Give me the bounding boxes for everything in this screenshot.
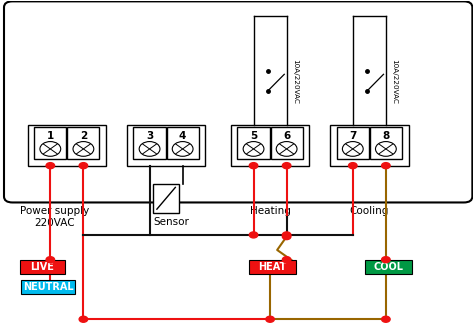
- FancyBboxPatch shape: [67, 127, 100, 159]
- Text: HEAT: HEAT: [258, 262, 287, 272]
- FancyBboxPatch shape: [4, 1, 473, 203]
- Circle shape: [283, 234, 291, 240]
- Circle shape: [382, 257, 390, 263]
- Text: Sensor: Sensor: [153, 216, 189, 226]
- Text: Power supply
220VAC: Power supply 220VAC: [20, 207, 90, 228]
- FancyBboxPatch shape: [365, 260, 412, 274]
- FancyBboxPatch shape: [330, 125, 409, 166]
- Text: 1: 1: [47, 131, 54, 141]
- Circle shape: [46, 257, 55, 263]
- FancyBboxPatch shape: [166, 127, 199, 159]
- Circle shape: [249, 163, 258, 169]
- Circle shape: [276, 141, 297, 156]
- FancyBboxPatch shape: [271, 127, 303, 159]
- Circle shape: [46, 163, 55, 169]
- Circle shape: [375, 141, 396, 156]
- Text: 10A/220VAC: 10A/220VAC: [292, 58, 298, 103]
- Text: Heating: Heating: [250, 207, 291, 216]
- Circle shape: [342, 141, 363, 156]
- Circle shape: [79, 163, 88, 169]
- Text: 10A/220VAC: 10A/220VAC: [392, 58, 398, 103]
- FancyBboxPatch shape: [231, 125, 310, 166]
- FancyBboxPatch shape: [237, 127, 270, 159]
- Text: 8: 8: [382, 131, 390, 141]
- FancyBboxPatch shape: [21, 280, 75, 294]
- Circle shape: [73, 141, 94, 156]
- Text: 3: 3: [146, 131, 153, 141]
- Circle shape: [283, 257, 291, 263]
- Circle shape: [283, 232, 291, 238]
- FancyBboxPatch shape: [153, 184, 179, 212]
- Circle shape: [266, 316, 274, 322]
- FancyBboxPatch shape: [370, 127, 402, 159]
- Circle shape: [382, 163, 390, 169]
- Circle shape: [348, 163, 357, 169]
- FancyBboxPatch shape: [127, 125, 205, 166]
- Circle shape: [243, 141, 264, 156]
- Text: 2: 2: [80, 131, 87, 141]
- FancyBboxPatch shape: [134, 127, 165, 159]
- Text: Cooling: Cooling: [350, 207, 389, 216]
- Text: 6: 6: [283, 131, 290, 141]
- FancyBboxPatch shape: [20, 260, 65, 274]
- Text: COOL: COOL: [373, 262, 403, 272]
- Circle shape: [249, 232, 258, 238]
- FancyBboxPatch shape: [27, 125, 106, 166]
- Text: 7: 7: [349, 131, 356, 141]
- Text: 5: 5: [250, 131, 257, 141]
- Circle shape: [40, 141, 61, 156]
- Text: LIVE: LIVE: [30, 262, 54, 272]
- Circle shape: [172, 141, 193, 156]
- Text: NEUTRAL: NEUTRAL: [23, 282, 73, 292]
- FancyBboxPatch shape: [337, 127, 369, 159]
- Circle shape: [139, 141, 160, 156]
- FancyBboxPatch shape: [249, 260, 296, 274]
- Circle shape: [283, 163, 291, 169]
- Circle shape: [79, 316, 88, 322]
- Circle shape: [382, 316, 390, 322]
- Text: 4: 4: [179, 131, 186, 141]
- FancyBboxPatch shape: [34, 127, 66, 159]
